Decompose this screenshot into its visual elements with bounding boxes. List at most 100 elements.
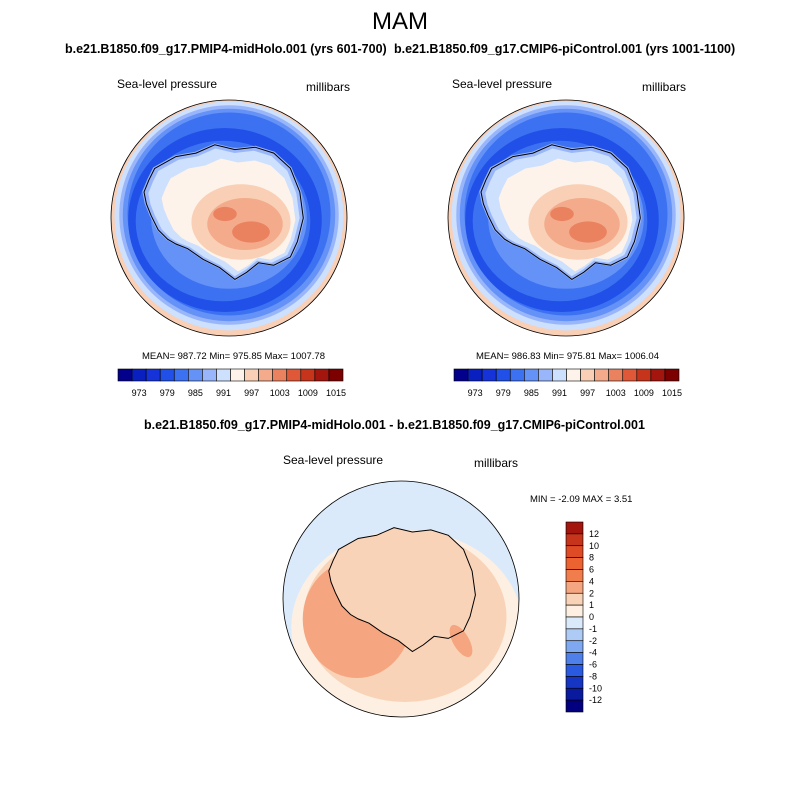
high-pressure-max [213,206,237,222]
colorbar-tick-label: 1015 [662,388,682,398]
map-border [447,99,685,337]
colorbar-box [145,368,161,382]
high-pressure-max [232,221,270,243]
positive-band-2 [449,624,473,658]
colorbar-tick-label: 979 [160,388,175,398]
colorbar-box [565,521,584,535]
high-pressure-max [550,206,574,222]
panel1-title: b.e21.B1850.f09_g17.PMIP4-midHolo.001 (y… [65,42,387,56]
continent-anomaly [328,527,476,652]
colorbar-box [565,687,584,701]
difference-variable-label: Sea-level pressure [283,453,384,467]
colorbar-tick-label: 4 [589,576,594,586]
colorbar-tick-label: 997 [580,388,595,398]
high-pressure-max [569,221,607,243]
colorbar-box [565,604,584,618]
colorbar-box [314,368,330,382]
colorbar-tick-label: 1 [589,600,594,610]
colorbar-box [565,640,584,653]
colorbar-box [202,368,217,382]
colorbar-box [286,368,302,382]
colorbar-box [188,368,203,382]
colorbar-tick-label: 985 [188,388,203,398]
panel1-units-label: millibars [306,80,351,94]
colorbar-tick-label: 12 [589,529,599,539]
colorbar-box [580,368,595,382]
colorbar-box [524,368,539,382]
colorbar-box [481,368,497,382]
colorbar-box [272,368,288,382]
colorbar-tick-label: 997 [244,388,259,398]
colorbar-tick-label: -2 [589,636,597,646]
colorbar-box [538,368,553,382]
colorbar-box [230,368,245,382]
colorbar-box [565,676,584,689]
panel2-variable-label: Sea-level pressure [452,77,553,91]
colorbar-box [565,557,584,570]
colorbar-box [594,368,609,382]
difference-title: b.e21.B1850.f09_g17.PMIP4-midHolo.001 - … [144,418,645,432]
colorbar-tick-label: 985 [524,388,539,398]
difference-units-label: millibars [474,456,519,470]
colorbar-tick-label: 1009 [634,388,654,398]
panel2-title: b.e21.B1850.f09_g17.CMIP6-piControl.001 … [394,42,736,56]
map-border [282,480,520,718]
difference-stats: MIN = -2.09 MAX = 3.51 [530,494,633,505]
colorbar-tick-label: 979 [496,388,511,398]
colorbar-box [565,628,584,642]
colorbar-tick-label: -4 [589,648,597,658]
colorbar-box [565,592,584,606]
colorbar-tick-label: 1003 [606,388,626,398]
colorbar-box [650,368,666,382]
colorbar-box [622,368,638,382]
colorbar-box [131,368,147,382]
colorbar-tick-label: 1015 [326,388,346,398]
colorbar-box [552,368,567,382]
panel2-stats: MEAN= 986.83 Min= 975.81 Max= 1006.04 [476,351,659,362]
colorbar-tick-label: 0 [589,612,594,622]
coastline [143,144,304,281]
coastline [480,144,641,281]
colorbar-box [636,368,652,382]
colorbar-box [173,368,189,382]
colorbar-box [565,533,584,547]
colorbar-tick-label: 6 [589,565,594,575]
panel2-units-label: millibars [642,80,687,94]
season-title: MAM [372,8,428,35]
colorbar-box [565,664,584,677]
colorbar-box [117,368,133,382]
colorbar-tick-label: -6 [589,660,597,670]
colorbar-box [565,699,584,713]
colorbar-box [566,368,581,382]
colorbar-box [467,368,483,382]
colorbar-tick-label: 1009 [298,388,318,398]
colorbar-tick-label: 991 [216,388,231,398]
colorbar-tick-label: 991 [552,388,567,398]
colorbar-box [159,368,175,382]
colorbar-tick-label: -12 [589,695,602,705]
colorbar-box [565,616,584,630]
colorbar-tick-label: 973 [132,388,147,398]
colorbar-box [509,368,525,382]
map-border [110,99,348,337]
slp-map-panel-1 [110,99,348,337]
colorbar-box [664,368,680,382]
colorbar-box [244,368,259,382]
colorbar-tick-label: -1 [589,624,597,634]
coastline [328,527,476,653]
panel1-variable-label: Sea-level pressure [117,77,218,91]
colorbar-tick-label: 1003 [270,388,290,398]
colorbar-box [495,368,511,382]
colorbar-tick-label: 973 [468,388,483,398]
colorbar-tick-label: 8 [589,553,594,563]
colorbar-box [216,368,231,382]
colorbar-tick-label: 10 [589,541,599,551]
colorbar-box [300,368,316,382]
colorbar-tick-label: -10 [589,683,602,693]
panel1-stats: MEAN= 987.72 Min= 975.85 Max= 1007.78 [142,351,325,362]
difference-map-panel [282,480,520,718]
colorbar-tick-label: 2 [589,588,594,598]
colorbar-box [453,368,469,382]
slp-map-panel-2 [447,99,685,337]
